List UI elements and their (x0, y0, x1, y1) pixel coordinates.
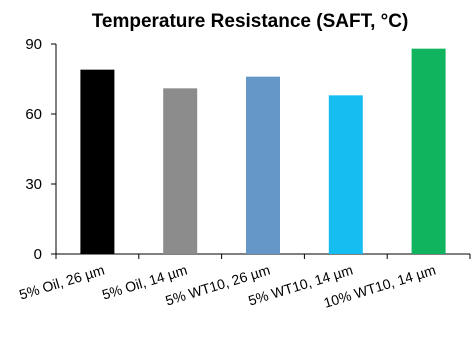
bar (411, 48, 446, 254)
bar (80, 69, 115, 255)
bar (328, 95, 363, 254)
bar (163, 88, 198, 254)
y-tick-label: 0 (34, 246, 42, 263)
bar (246, 76, 280, 255)
x-tick-label: 5% Oil, 26 µm (17, 262, 106, 303)
y-tick-label: 30 (25, 176, 42, 193)
bars (80, 48, 446, 255)
y-tick-label: 90 (25, 36, 42, 53)
y-tick-label: 60 (25, 106, 42, 123)
chart-title: Temperature Resistance (SAFT, °C) (92, 11, 409, 32)
x-tick-labels: 5% Oil, 26 µm5% Oil, 14 µm5% WT10, 26 µm… (17, 262, 437, 311)
axes: 0 30 60 90 (25, 36, 471, 263)
